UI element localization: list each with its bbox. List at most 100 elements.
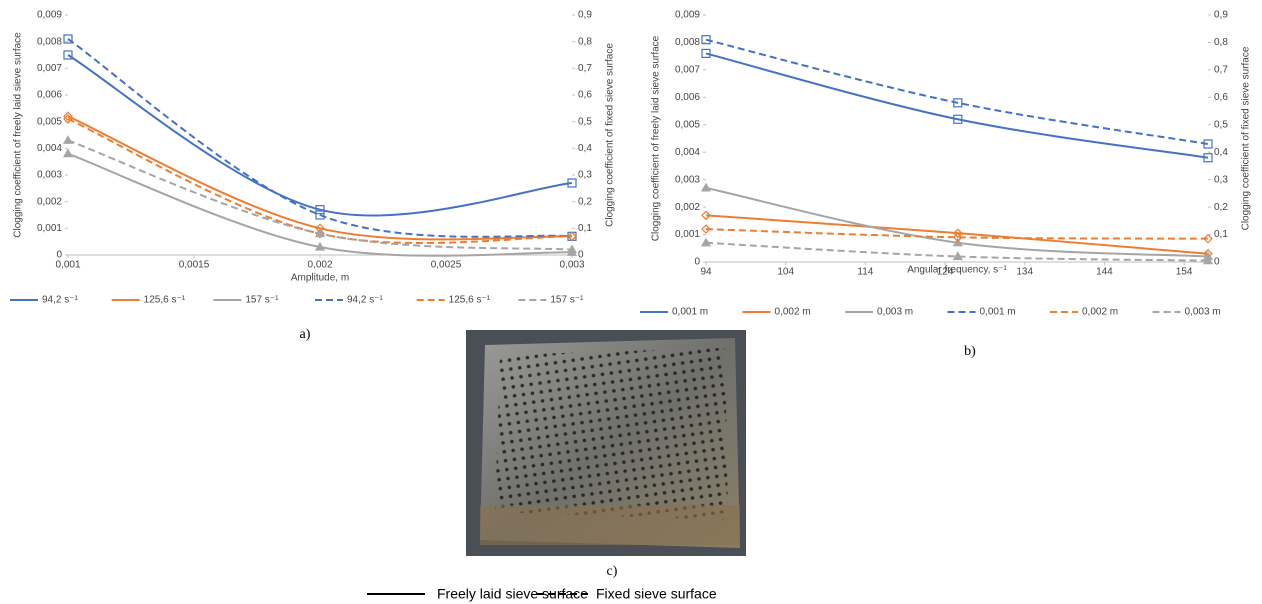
legend-label: 94,2 s⁻¹ <box>347 295 384 306</box>
marker <box>701 35 711 45</box>
marker <box>953 98 963 108</box>
marker <box>63 50 73 60</box>
y-tick-label: 0,006 <box>675 92 700 103</box>
marker <box>566 244 578 254</box>
y-tick-label: 0,009 <box>37 10 62 21</box>
marker <box>63 34 73 44</box>
y-tick-label: 0,005 <box>675 119 700 130</box>
marker <box>314 228 326 238</box>
marker <box>315 205 325 215</box>
y-tick-label: 0,004 <box>37 143 62 154</box>
y2-tick-label: 0,1 <box>578 223 592 234</box>
y-tick-label: 0,008 <box>37 36 62 47</box>
y-tick-label: 0,001 <box>675 229 700 240</box>
marker <box>1203 233 1213 244</box>
y-tick-label: 0,002 <box>675 202 700 213</box>
x-tick-label: 154 <box>1176 267 1193 278</box>
x-tick-label: 0,0025 <box>431 260 462 271</box>
legend-label: 0,003 m <box>877 307 913 318</box>
y-tick-label: 0 <box>694 257 700 268</box>
y-tick-label: 0,006 <box>37 90 62 101</box>
y2-axis-title: Clogging coefficient of fixed sieve surf… <box>1241 46 1252 230</box>
y2-tick-label: 0,3 <box>578 170 592 181</box>
marker <box>700 182 712 192</box>
x-tick-label: 144 <box>1096 267 1113 278</box>
marker <box>314 241 326 251</box>
y2-tick-label: 0,2 <box>1214 202 1228 213</box>
y2-tick-label: 0,8 <box>578 36 592 47</box>
marker <box>701 224 711 234</box>
marker <box>952 228 963 239</box>
caption: a) <box>300 327 311 342</box>
x-tick-label: 0,003 <box>559 260 584 271</box>
y2-tick-label: 0,5 <box>578 116 592 127</box>
y-tick-label: 0,007 <box>675 65 700 76</box>
y2-tick-label: 0,5 <box>1214 119 1228 130</box>
legend-text: Freely laid sieve surface <box>437 586 588 602</box>
y-tick-label: 0,008 <box>675 37 700 48</box>
legend-text: Fixed sieve surface <box>596 586 717 602</box>
y2-tick-label: 0,9 <box>1214 10 1228 21</box>
marker <box>62 148 74 158</box>
y-tick-label: 0,004 <box>675 147 700 158</box>
y2-axis-title: Clogging coefficient of fixed sieve surf… <box>605 43 616 227</box>
y2-tick-label: 0 <box>1214 257 1220 268</box>
x-tick-label: 0,002 <box>307 260 332 271</box>
legend-label: 0,003 m <box>1185 307 1221 318</box>
legend-label: 0,001 m <box>980 307 1016 318</box>
y2-tick-label: 0 <box>578 250 584 261</box>
x-tick-label: 124 <box>937 267 954 278</box>
marker <box>952 251 963 261</box>
legend-label: 0,001 m <box>672 307 708 318</box>
x-axis-title: Angular frequency, s⁻¹ <box>907 265 1007 276</box>
legend-label: 0,002 m <box>775 307 811 318</box>
y2-tick-label: 0,9 <box>578 10 592 21</box>
marker <box>567 178 577 188</box>
x-tick-label: 0,001 <box>55 260 80 271</box>
photo <box>466 330 746 556</box>
marker <box>701 210 711 221</box>
marker <box>952 232 963 243</box>
y2-tick-label: 0,2 <box>578 196 592 207</box>
marker <box>567 231 577 242</box>
marker <box>315 210 325 220</box>
x-axis-title: Amplitude, m <box>291 273 349 284</box>
y-tick-label: 0,003 <box>675 174 700 185</box>
legend-label: 125,6 s⁻¹ <box>144 295 186 306</box>
series-line <box>67 38 573 238</box>
y2-tick-label: 0,8 <box>1214 37 1228 48</box>
series-line <box>705 228 1209 240</box>
y2-tick-label: 0,7 <box>1214 65 1228 76</box>
y-tick-label: 0,009 <box>675 10 700 21</box>
y2-tick-label: 0,3 <box>1214 174 1228 185</box>
y-tick-label: 0,001 <box>37 223 62 234</box>
y-tick-label: 0,002 <box>37 196 62 207</box>
y-axis-title: Clogging coefficient of freely laid siev… <box>651 35 662 241</box>
marker <box>953 114 963 124</box>
caption: b) <box>964 344 976 359</box>
legend-label: 157 s⁻¹ <box>245 295 279 306</box>
y-axis-title: Clogging coefficient of freely laid siev… <box>13 32 24 238</box>
x-tick-label: 134 <box>1016 267 1033 278</box>
series-line <box>705 241 1209 262</box>
legend-label: 157 s⁻¹ <box>550 295 584 306</box>
marker <box>952 237 963 247</box>
legend-label: 94,2 s⁻¹ <box>42 295 79 306</box>
marker <box>1203 153 1213 163</box>
series-line <box>705 38 1209 145</box>
marker <box>63 114 73 124</box>
x-tick-label: 114 <box>857 267 873 278</box>
marker <box>700 237 712 247</box>
x-tick-label: 94 <box>700 267 712 278</box>
marker <box>1202 255 1214 265</box>
y2-tick-label: 0,6 <box>578 90 592 101</box>
y-tick-label: 0 <box>56 250 62 261</box>
series-line <box>705 52 1209 159</box>
y-tick-label: 0,005 <box>37 116 62 127</box>
caption: c) <box>607 564 618 579</box>
x-tick-label: 0,0015 <box>179 260 210 271</box>
legend-label: 125,6 s⁻¹ <box>449 295 491 306</box>
y-tick-label: 0,003 <box>37 170 62 181</box>
marker <box>63 111 73 122</box>
